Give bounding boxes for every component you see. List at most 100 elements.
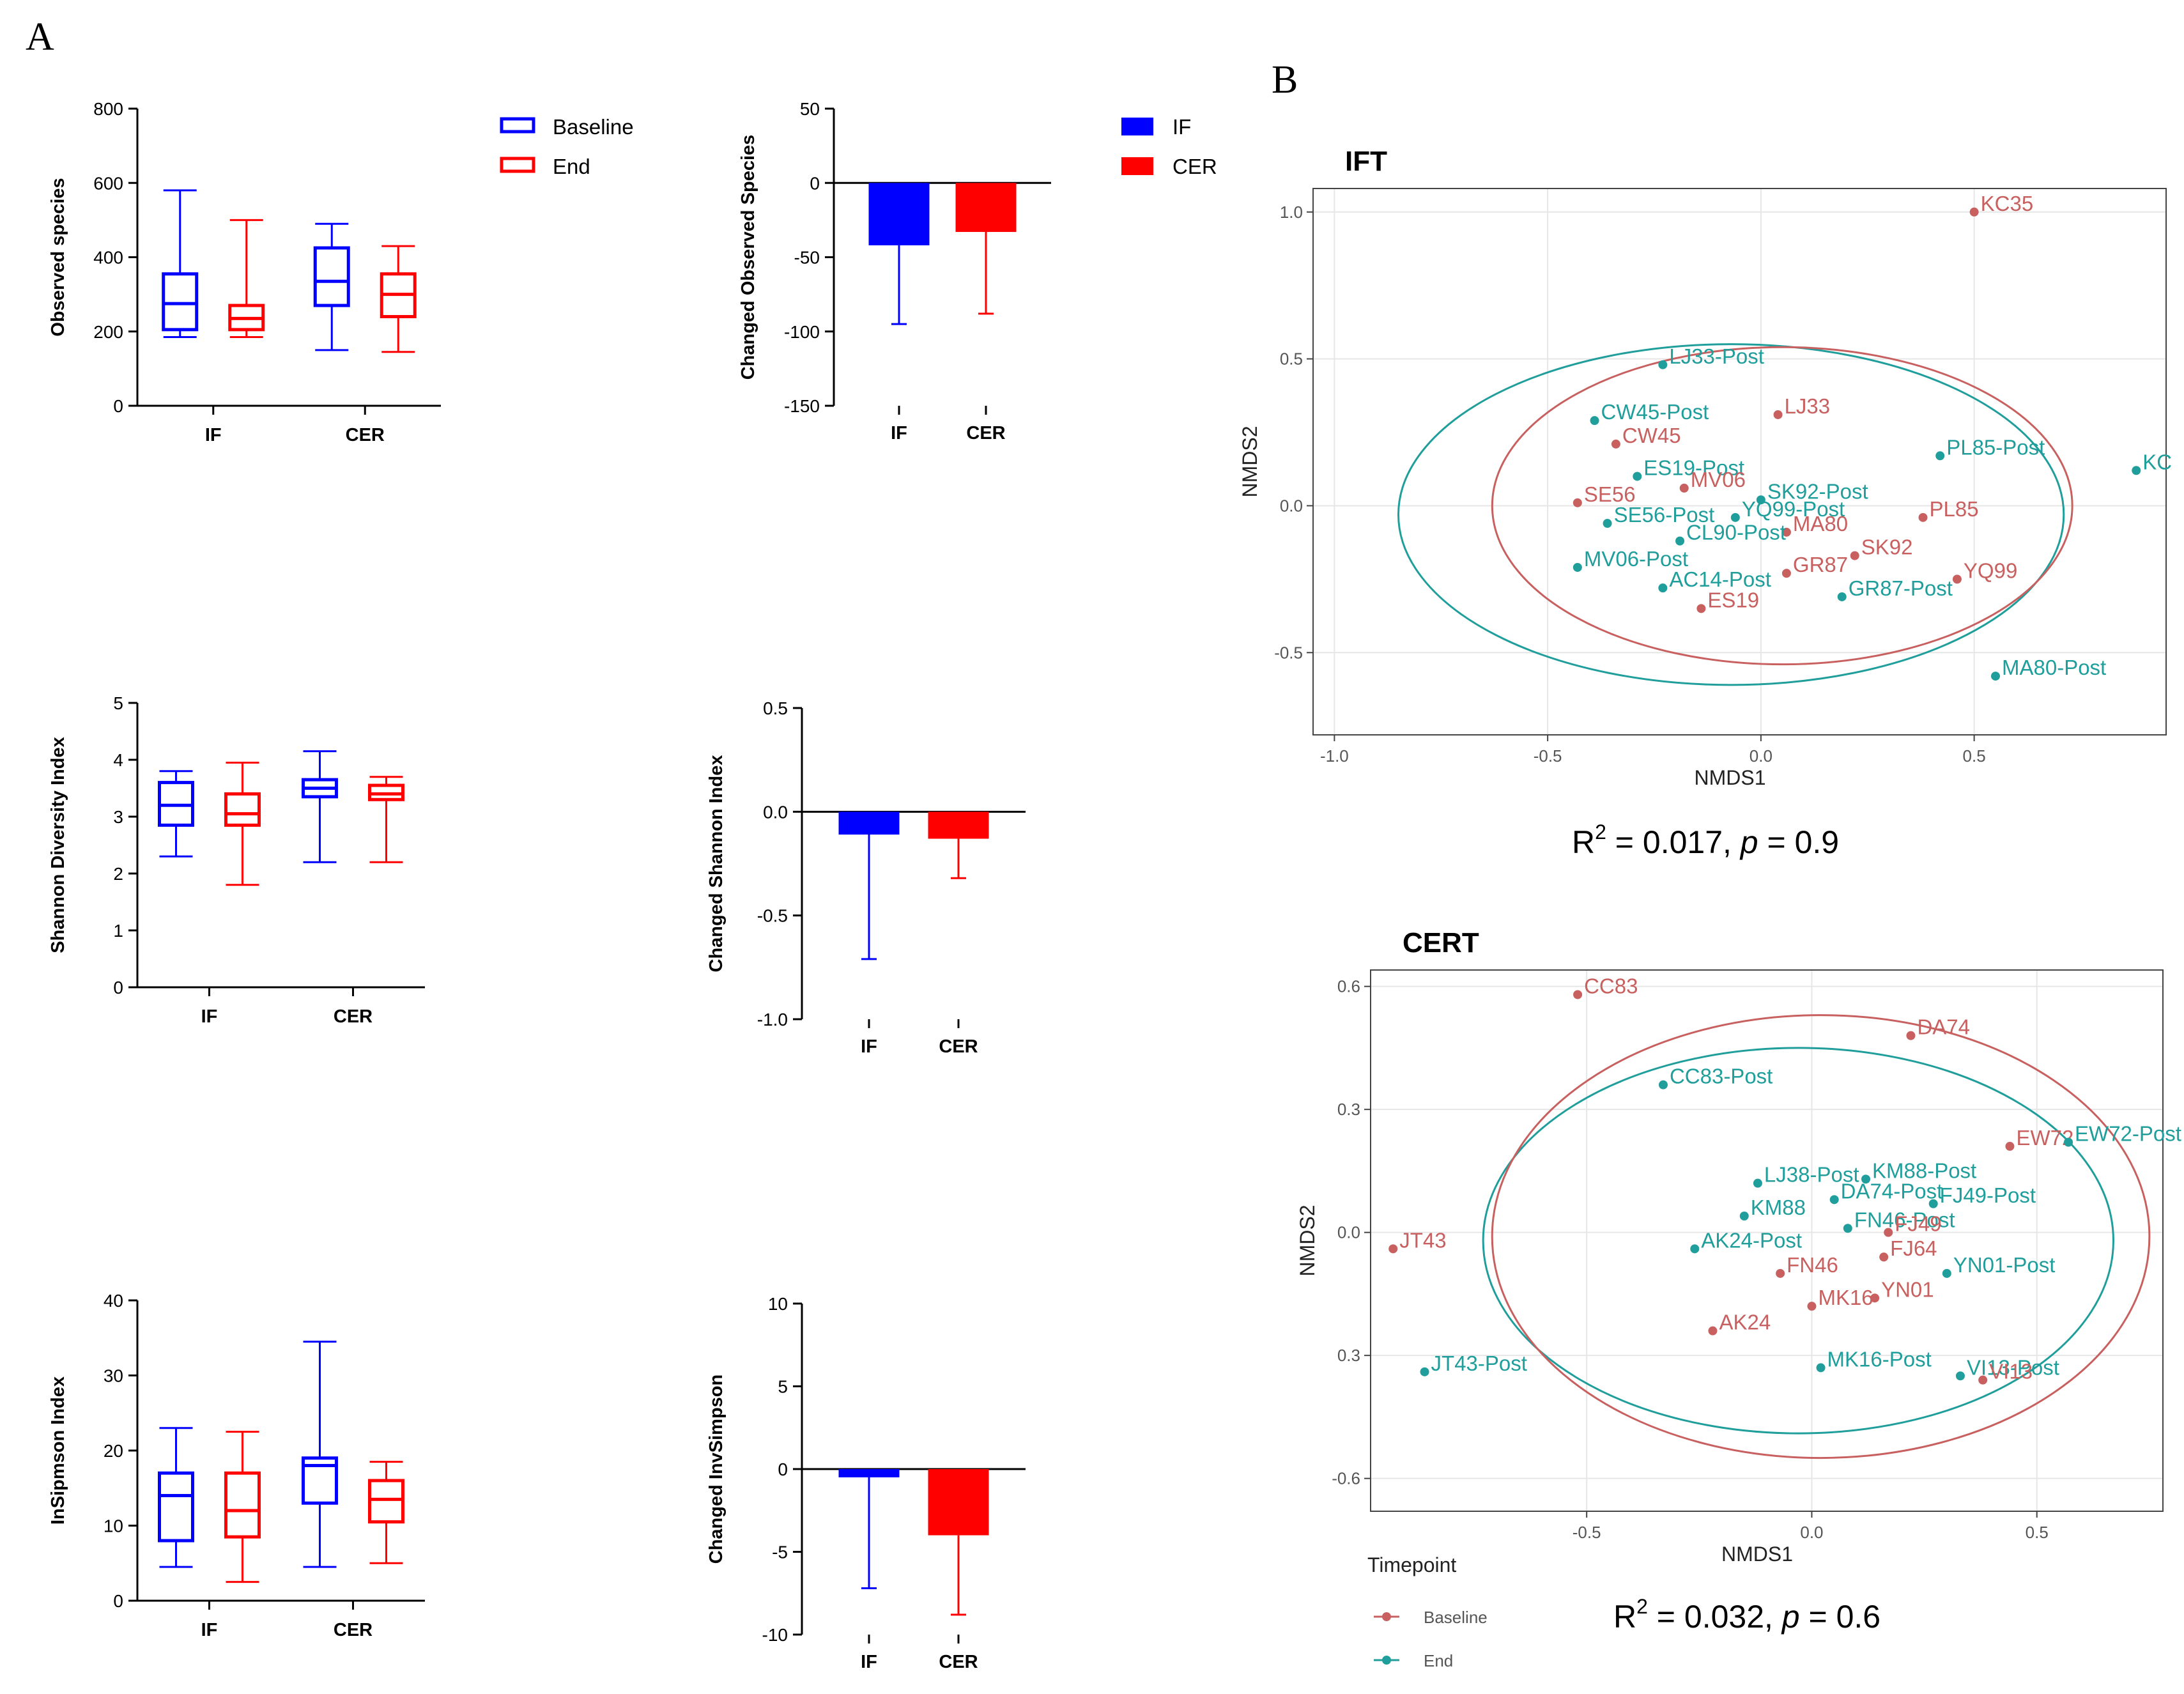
bar-if	[838, 812, 900, 835]
plot-frame	[1370, 969, 2164, 1512]
bar-if	[868, 183, 930, 245]
y-tick-label: 1.0	[1280, 203, 1303, 222]
y-tick-label: 10	[768, 1294, 788, 1314]
point-label: CC83	[1584, 974, 1638, 998]
point-label: FN46	[1787, 1253, 1838, 1277]
box-end	[224, 1471, 261, 1539]
y-tick-label: 0.0	[763, 802, 788, 822]
point-label: MA80	[1793, 512, 1848, 535]
point-yq99	[1952, 574, 1962, 584]
y-tick-label: 0.5	[763, 698, 788, 718]
x-tick-label: 0.0	[1800, 1523, 1823, 1542]
y-tick-label: -5	[772, 1543, 788, 1562]
legend-label: IF	[1173, 115, 1191, 139]
point-label: ES19-Post	[1643, 456, 1744, 479]
y-tick-label: 0.5	[1280, 350, 1303, 369]
cert-stat-tail: = 0.6	[1800, 1599, 1881, 1635]
box-baseline	[162, 272, 199, 332]
x-tick-label: IF	[891, 423, 907, 443]
legend-label: CER	[1173, 155, 1217, 178]
point-label: KM88	[1751, 1196, 1806, 1219]
box-baseline	[158, 1471, 194, 1543]
point-fj64	[1879, 1252, 1889, 1262]
y-axis-label: Changed Observed Species	[738, 135, 758, 380]
point-label: FJ49	[1895, 1212, 1941, 1236]
ellipse-baseline	[1491, 1014, 2151, 1459]
y-tick-label: 0	[113, 978, 123, 997]
changed-invsimpson-bar: -10 -5 0 5 10 Changed InvSimpson IF CER	[706, 1294, 1026, 1672]
bar-cer	[928, 812, 989, 839]
x-tick-label: IF	[201, 1006, 218, 1027]
point-vi13-post	[1955, 1371, 1965, 1381]
y-tick-label: 0	[113, 1591, 123, 1611]
invsimpson-boxplot: 0 10 20 30 40 InSipmson Index IF CER	[48, 1291, 425, 1640]
point-es19	[1696, 604, 1706, 613]
y-tick-label: 3	[113, 807, 123, 827]
point-label: YN01-Post	[1953, 1253, 2056, 1277]
point-label: JT43	[1399, 1228, 1446, 1252]
point-fj49-post	[1928, 1199, 1938, 1208]
box-baseline	[313, 246, 350, 307]
x-axis-label: NMDS1	[1721, 1543, 1793, 1566]
point-label: CC83-Post	[1670, 1065, 1773, 1088]
y-tick-label: -100	[784, 322, 820, 342]
legend-dot-baseline	[1382, 1612, 1391, 1621]
panel-letter-b: B	[1272, 58, 1298, 102]
x-tick-label: IF	[861, 1036, 877, 1057]
ift-stat-sup: 2	[1595, 820, 1606, 843]
point-fn46	[1776, 1268, 1785, 1278]
y-tick-label: 400	[93, 248, 123, 268]
legend-title: Timepoint	[1367, 1553, 1456, 1576]
y-tick-label: 30	[104, 1366, 123, 1386]
y-tick-label: 0.6	[1337, 977, 1360, 996]
point-label: KM88-Post	[1872, 1159, 1976, 1182]
point-label: DA74-Post	[1841, 1179, 1943, 1203]
point-label: YQ99-Post	[1742, 497, 1845, 521]
y-tick-label: 40	[104, 1291, 123, 1311]
point-gr87-post	[1837, 592, 1847, 601]
ellipse-baseline	[1491, 346, 2073, 666]
legend-label: Baseline	[1424, 1608, 1488, 1627]
point-label: EW72	[2016, 1126, 2073, 1150]
point-km88	[1739, 1212, 1749, 1220]
cert-nmds-plot: CERT -0.5 0.0 0.5 -0.6 0.3 0.0 0.3 0.6 NMDS1 NMDS2…	[1296, 927, 2181, 1670]
point-cc83-post	[1658, 1080, 1668, 1090]
x-tick-label: -1.0	[1320, 746, 1349, 766]
cert-stat-p: p	[1781, 1599, 1800, 1635]
legend-swatch-cer	[1121, 157, 1153, 175]
point-label: MK16	[1818, 1286, 1873, 1309]
point-label: MV06	[1691, 468, 1746, 491]
y-axis-label: NMDS2	[1238, 426, 1261, 497]
point-ew72	[2005, 1141, 2015, 1151]
point-fn46-post	[1843, 1224, 1852, 1233]
bar-if	[838, 1469, 900, 1477]
y-axis-label: NMDS2	[1296, 1205, 1319, 1276]
legend-dot-end	[1382, 1656, 1391, 1665]
point-label: KC	[2142, 450, 2172, 474]
point-cw45-post	[1590, 416, 1599, 426]
x-tick-label: 0.5	[2026, 1523, 2049, 1542]
legend-label: End	[1424, 1651, 1453, 1670]
legend-label: End	[553, 155, 590, 178]
box-end	[368, 1479, 404, 1524]
x-tick-label: -0.5	[1534, 746, 1562, 766]
point-label: GR87	[1793, 553, 1848, 576]
changed-shannon-bar: -1.0 -0.5 0.0 0.5 Changed Shannon Index IF CER	[706, 698, 1026, 1057]
y-tick-label: 20	[104, 1441, 123, 1461]
x-tick-label: CER	[334, 1006, 373, 1027]
point-cl90-post	[1675, 536, 1685, 546]
cert-stat-text: R2 = 0.032, p = 0.6	[1613, 1595, 1880, 1635]
point-label: PL85	[1930, 497, 1979, 521]
y-tick-label: 0	[113, 396, 123, 416]
point-lj38-post	[1753, 1178, 1762, 1188]
ift-stat-p: p	[1739, 824, 1758, 860]
x-tick-label: IF	[861, 1652, 877, 1672]
bar-cer	[955, 183, 1017, 232]
y-tick-label: 2	[113, 864, 123, 884]
ift-stat-mid: = 0.017,	[1606, 824, 1741, 860]
y-tick-label: 4	[113, 750, 123, 770]
point-label: CW45	[1622, 424, 1681, 447]
point-yn01	[1870, 1293, 1880, 1303]
point-label: CW45-Post	[1601, 400, 1709, 424]
